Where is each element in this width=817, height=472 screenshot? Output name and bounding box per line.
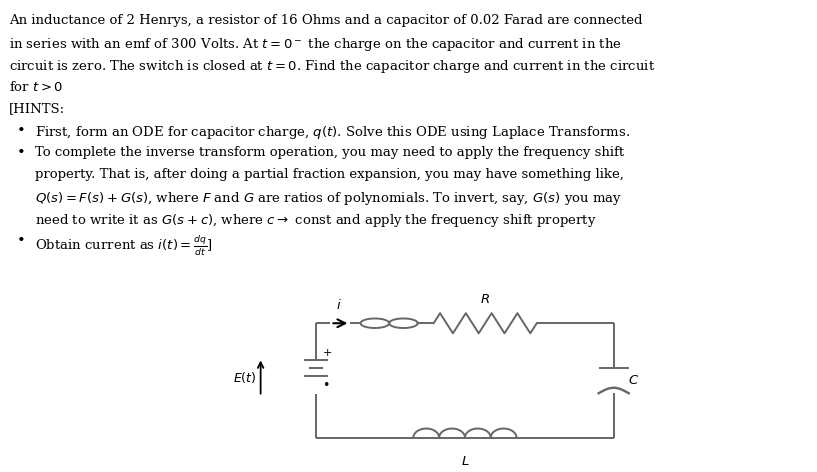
- Text: circuit is zero. The switch is closed at $t = 0$. Find the capacitor charge and : circuit is zero. The switch is closed at…: [9, 58, 655, 75]
- Text: •: •: [323, 379, 330, 392]
- Text: property. That is, after doing a partial fraction expansion, you may have someth: property. That is, after doing a partial…: [34, 168, 623, 181]
- Text: $E(t)$: $E(t)$: [233, 370, 257, 385]
- Text: +: +: [323, 347, 332, 358]
- Text: $Q(s) = F(s) + G(s)$, where $F$ and $G$ are ratios of polynomials. To invert, sa: $Q(s) = F(s) + G(s)$, where $F$ and $G$ …: [34, 190, 622, 207]
- Text: need to write it as $G(s + c)$, where $c \rightarrow$ const and apply the freque: need to write it as $G(s + c)$, where $c…: [34, 212, 596, 229]
- Text: •: •: [17, 124, 26, 138]
- Text: [HINTS:: [HINTS:: [9, 102, 65, 115]
- Text: $i$: $i$: [336, 298, 342, 312]
- Text: $R$: $R$: [480, 293, 490, 306]
- Text: An inductance of 2 Henrys, a resistor of 16 Ohms and a capacitor of 0.02 Farad a: An inductance of 2 Henrys, a resistor of…: [9, 14, 643, 27]
- Text: $C$: $C$: [628, 374, 639, 387]
- Text: in series with an emf of 300 Volts. At $t = 0^-$ the charge on the capacitor and: in series with an emf of 300 Volts. At $…: [9, 36, 622, 53]
- Text: Obtain current as $i(t) = \frac{dq}{dt}$]: Obtain current as $i(t) = \frac{dq}{dt}$…: [34, 234, 212, 258]
- Text: $L$: $L$: [461, 455, 469, 468]
- Text: •: •: [17, 234, 26, 248]
- Text: To complete the inverse transform operation, you may need to apply the frequency: To complete the inverse transform operat…: [34, 146, 623, 159]
- Text: First, form an ODE for capacitor charge, $q(t)$. Solve this ODE using Laplace Tr: First, form an ODE for capacitor charge,…: [34, 124, 630, 141]
- Text: •: •: [17, 146, 26, 160]
- Text: for $t > 0$: for $t > 0$: [9, 80, 64, 94]
